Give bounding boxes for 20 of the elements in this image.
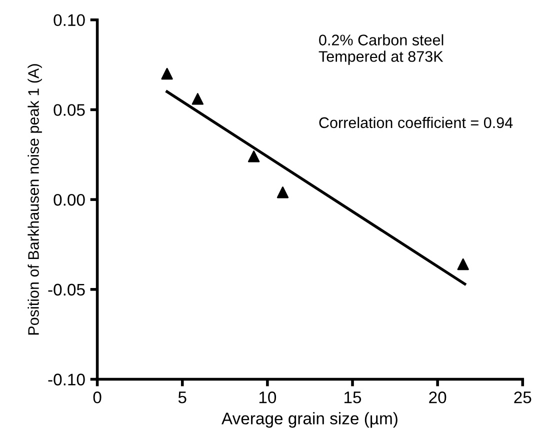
y-tick-label: 0.00	[54, 194, 85, 206]
y-tick-label: -0.10	[48, 374, 85, 386]
x-tick-label: 25	[514, 392, 532, 404]
y-tick-label: 0.10	[54, 14, 85, 26]
point	[276, 186, 289, 198]
point	[457, 258, 469, 270]
x-tick-label: 0	[93, 392, 102, 404]
x-tick-label: 10	[259, 392, 276, 404]
point	[192, 93, 204, 105]
annotation: 0.2% Carbon steel Tempered at 873K	[318, 34, 444, 65]
point	[161, 68, 173, 80]
x-tick-label: 15	[344, 392, 362, 404]
y-axis-title: Position of Barkhausen noise peak 1 (A)	[28, 64, 42, 335]
point	[248, 150, 260, 162]
x-tick-label: 20	[429, 392, 446, 404]
x-axis-title: Average grain size (µm)	[222, 412, 398, 428]
annotation: Correlation coefficient = 0.94	[319, 116, 513, 128]
x-tick-label: 5	[178, 392, 186, 404]
y-tick-label: -0.05	[48, 284, 85, 296]
y-tick-label: 0.05	[54, 104, 85, 116]
